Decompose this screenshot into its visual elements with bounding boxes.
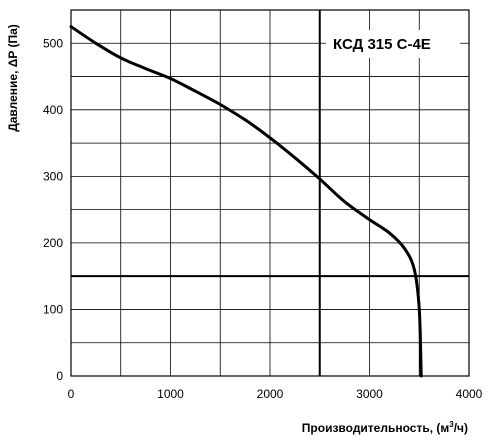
chart-grid [71,10,469,376]
plot-frame [70,9,470,377]
x-axis-label-end: /ч) [454,421,468,435]
y-tick-label: 300 [43,169,63,183]
y-tick-label: 500 [43,36,63,50]
x-axis-label: Производительность, (м3/ч) [302,420,468,435]
x-axis-label-main: Производительность, (м [302,421,450,435]
x-tick-labels: 0 1000 2000 3000 4000 [68,387,483,401]
y-tick-label: 0 [56,369,63,383]
x-tick-label: 1000 [157,387,184,401]
y-tick-label: 200 [43,236,63,250]
y-tick-label: 100 [43,302,63,316]
x-tick-label: 2000 [257,387,284,401]
chart-title: КСД 315 С-4Е [333,36,431,53]
chart-title-background [326,30,460,58]
x-tick-label: 3000 [356,387,383,401]
x-tick-label: 0 [68,387,75,401]
y-tick-label: 400 [43,103,63,117]
x-tick-label: 4000 [456,387,483,401]
curve-layer [69,25,423,378]
x-axis-label-sup: 3 [449,420,454,429]
y-axis-label: Давление, ΔP (Па) [6,24,20,132]
series-line [69,25,423,378]
plot-border [70,9,470,377]
reference-lines [71,10,469,376]
y-tick-labels: 0 100 200 300 400 500 [43,36,63,383]
